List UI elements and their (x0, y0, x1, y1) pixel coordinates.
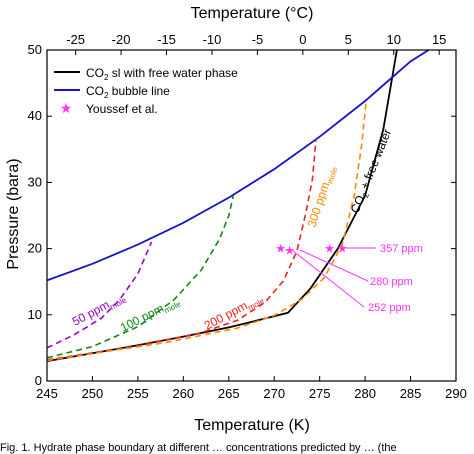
x-tick-label: 260 (172, 386, 194, 401)
x2-tick-label: 10 (387, 32, 401, 47)
legend-text-bubble: CO2 bubble line (86, 84, 170, 100)
x-tick-label: 255 (127, 386, 149, 401)
series-line-50-ppm (46, 241, 153, 349)
y-tick-label: 40 (28, 108, 42, 123)
callout-280: 280 ppm (370, 276, 413, 288)
y-tick-label: 30 (28, 174, 42, 189)
series-line-100-ppm (46, 195, 235, 359)
x2-tick-label: -15 (157, 32, 176, 47)
data-point-youssef: ★ (284, 244, 295, 258)
data-point-youssef: ★ (337, 242, 348, 256)
x-tick-label: 245 (36, 386, 58, 401)
x-tick-label: 280 (354, 386, 376, 401)
callouts: 357 ppm 280 ppm 252 ppm (291, 243, 423, 314)
marker-layer: ★★ ★ ★ (275, 242, 348, 258)
label-200ppm: 200 ppmmole (202, 290, 267, 334)
x-tick-label: 285 (400, 386, 422, 401)
legend-text-sl: CO2 sl with free water phase (86, 66, 238, 82)
legend: CO2 sl with free water phase CO2 bubble … (54, 66, 238, 116)
x-tick-label: 250 (82, 386, 104, 401)
x-tick-label: 275 (309, 386, 331, 401)
data-point-youssef: ★ (324, 242, 335, 256)
x-tick-label: 265 (218, 386, 240, 401)
x2-tick-label: -25 (66, 32, 85, 47)
legend-marker-youssef: ★ (60, 100, 73, 116)
y-axis-label: Pressure (bara) (5, 158, 22, 269)
x2-tick-label: 5 (345, 32, 352, 47)
y-tick-label: 0 (35, 373, 42, 388)
callout-252: 252 ppm (368, 302, 411, 314)
x2-tick-label: -20 (112, 32, 131, 47)
legend-text-youssef: Youssef et al. (86, 102, 158, 116)
x2-tick-label: 15 (432, 32, 446, 47)
series-line-co-bubble-line (46, 49, 430, 282)
y-tick-label: 20 (28, 241, 42, 256)
plot-frame (46, 49, 457, 382)
x-axis-label: Temperature (K) (194, 417, 310, 434)
y-tick-label: 50 (28, 42, 42, 57)
x2-tick-label: 0 (299, 32, 306, 47)
x2-tick-label: -10 (203, 32, 222, 47)
label-100ppm: 100 ppmmole (118, 293, 183, 337)
callout-line-280 (299, 249, 369, 282)
x2-tick-label: -5 (252, 32, 264, 47)
label-co2-free-water: CO2 + free water (348, 127, 396, 216)
callout-line-252 (291, 249, 365, 308)
x-tick-label: 270 (263, 386, 285, 401)
x-tick-label: 290 (445, 386, 467, 401)
data-point-youssef: ★ (275, 242, 286, 256)
caption-fragment: Fig. 1. Hydrate phase boundary at differ… (0, 442, 397, 454)
y-tick-label: 10 (28, 307, 42, 322)
series-layer (46, 49, 430, 362)
axis-ticks: 245 250 255 260 265 270 275 280 285 290 -25 -20 -15 -… (28, 32, 467, 401)
callout-357: 357 ppm (380, 243, 423, 255)
series-line-200-ppm (46, 139, 317, 361)
x2-axis-label: Temperature (°C) (191, 5, 314, 22)
